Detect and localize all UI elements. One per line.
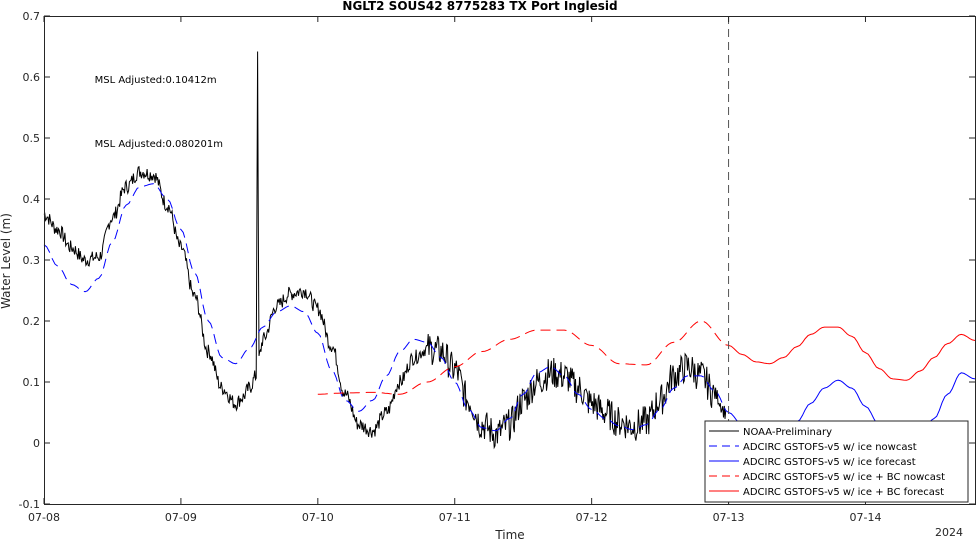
series-line-1	[43, 51, 727, 450]
y-tick-label: 0.4	[23, 193, 41, 206]
y-tick-label: -0.1	[19, 498, 40, 511]
msl-annotation: MSL Adjusted:0.10412m	[95, 75, 217, 86]
y-tick-label: 0.5	[23, 132, 41, 145]
x-tick-label: 07-13	[713, 511, 745, 524]
x-tick-label: 07-14	[849, 511, 881, 524]
legend-entry: ADCIRC GSTOFS-v5 w/ ice forecast	[743, 457, 916, 468]
series-line-2	[43, 183, 729, 432]
y-tick-label: 0	[33, 437, 40, 450]
x-tick-label: 07-09	[165, 511, 197, 524]
x-tick-label: 07-10	[302, 511, 334, 524]
chart-title: NGLT2 SOUS42 8775283 TX Port Inglesid	[342, 0, 617, 13]
series-line-5	[728, 326, 976, 381]
x-tick-label: 07-11	[439, 511, 471, 524]
y-tick-label: 0.3	[23, 254, 41, 267]
x-tick-label: 07-08	[28, 511, 60, 524]
y-tick-label: 0.2	[23, 315, 41, 328]
legend-entry: NOAA-Preliminary	[743, 427, 832, 438]
legend: NOAA-Preliminary ADCIRC GSTOFS-v5 w/ ice …	[704, 420, 969, 503]
msl-annotation: MSL Adjusted:0.080201m	[95, 139, 223, 150]
y-tick-label: 0.7	[23, 10, 41, 23]
x-axis: 07-08 07-09 07-10 07-11 07-12 07-13 07-14	[28, 16, 881, 524]
legend-entry: ADCIRC GSTOFS-v5 w/ ice + BC forecast	[743, 487, 944, 498]
y-axis: -0.1 0 0.1 0.2 0.3 0.4 0.5 0.6 0.7	[19, 10, 975, 511]
y-tick-label: 0.6	[23, 71, 41, 84]
annotations: MSL Adjusted:0.10412m MSL Adjusted:0.0802…	[95, 75, 223, 150]
y-tick-label: 0.1	[23, 376, 41, 389]
x-tick-label: 07-12	[576, 511, 608, 524]
legend-box	[704, 420, 969, 503]
plot-series	[43, 51, 976, 450]
y-axis-label: Water Level (m)	[0, 213, 13, 309]
legend-entry: ADCIRC GSTOFS-v5 w/ ice nowcast	[743, 442, 917, 453]
legend-entry: ADCIRC GSTOFS-v5 w/ ice + BC nowcast	[743, 472, 945, 483]
x-axis-label: Time	[494, 528, 524, 541]
year-label: 2024	[935, 526, 963, 539]
series-line-4	[317, 320, 729, 395]
